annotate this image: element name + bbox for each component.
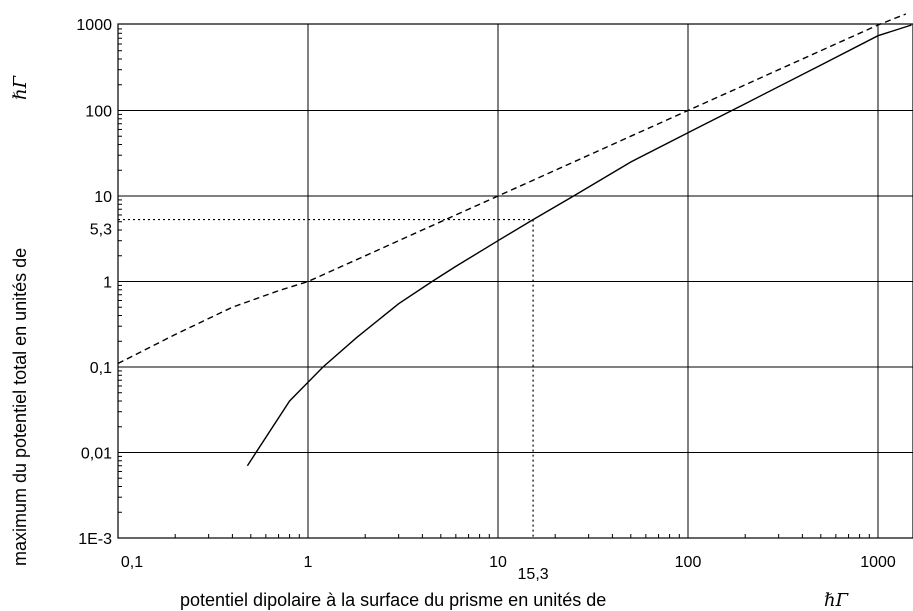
solid-series-line	[246, 24, 912, 467]
y-tick-labels: 1E-3 0,01 0,1 1 10 100 1000	[76, 17, 112, 548]
annotation-guides	[118, 218, 534, 538]
y-tick-label: 0,01	[81, 446, 112, 463]
grid	[118, 24, 913, 538]
y-tick-label: 1E-3	[78, 531, 112, 548]
annotation-labels: 15,3 5,3	[90, 222, 549, 583]
x-tick-label: 10	[489, 554, 507, 571]
minor-ticks	[118, 28, 870, 538]
y-tick-label: 1	[103, 275, 112, 292]
series-group	[117, 13, 912, 467]
y-tick-label: 1000	[76, 17, 112, 34]
y-axis-label: maximum du potentiel total en unités de	[10, 248, 30, 566]
y-tick-label: 10	[94, 189, 112, 206]
x-axis-unit: ℏΓ	[824, 590, 850, 611]
x-tick-labels: 0,1 1 10 100 1000	[121, 554, 896, 571]
x-tick-label: 0,1	[121, 554, 143, 571]
y-tick-label: 0,1	[90, 360, 112, 377]
dashed-series-line	[117, 13, 907, 365]
annotation-x-label: 15,3	[518, 566, 549, 583]
y-tick-label: 100	[85, 104, 112, 121]
x-tick-label: 100	[675, 554, 702, 571]
y-axis-unit: ℏΓ	[10, 74, 31, 100]
annotation-y-label: 5,3	[90, 222, 112, 239]
x-tick-label: 1	[304, 554, 313, 571]
x-axis-label: potentiel dipolaire à la surface du pris…	[180, 590, 606, 610]
x-tick-label: 1000	[860, 554, 896, 571]
